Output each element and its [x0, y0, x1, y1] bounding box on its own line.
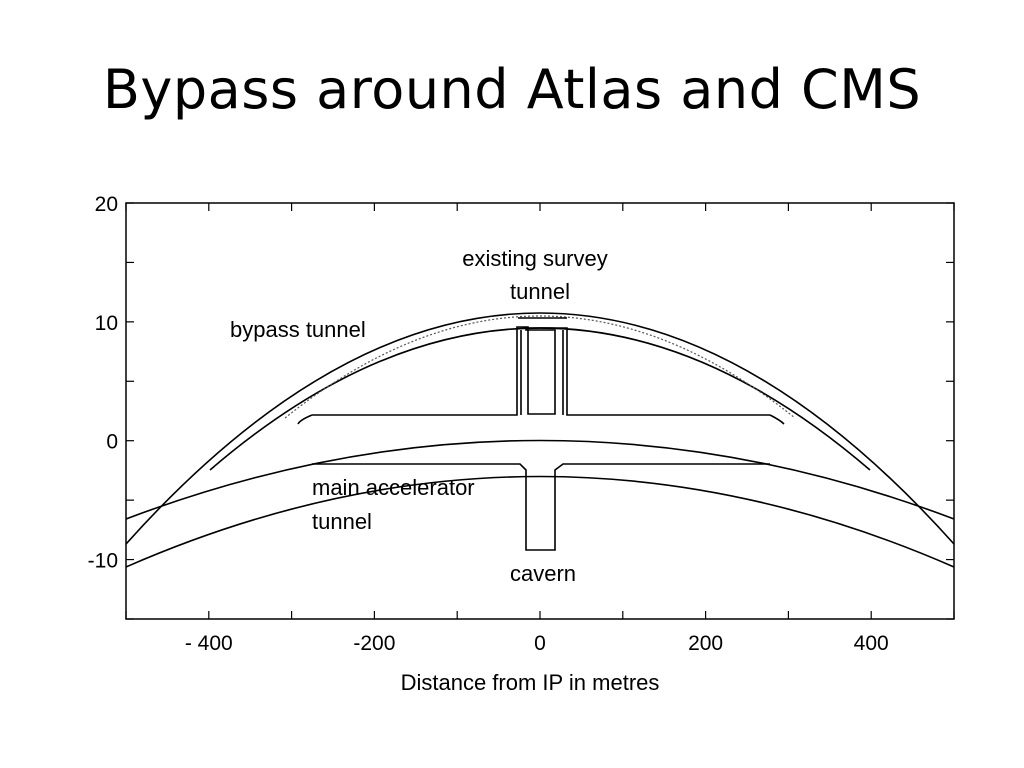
cavern-shaft-lower: [312, 463, 770, 551]
x-tick-label: 200: [688, 632, 723, 655]
label-bypass-tunnel: bypass tunnel: [230, 317, 366, 342]
existing-survey-tunnel-dotted: [284, 315, 796, 419]
label-cavern: cavern: [510, 561, 576, 586]
label-existing-survey-line1: existing survey: [462, 246, 608, 271]
bypass-tunnel-outer-wall: [125, 312, 955, 545]
cavern-structure: [297, 326, 785, 425]
cavern-structure-inner: [518, 317, 567, 415]
x-tick-label: 0: [534, 632, 546, 655]
y-tick-label: 20: [95, 193, 118, 216]
y-tick-label: 0: [106, 431, 118, 454]
label-existing-survey-line2: tunnel: [510, 279, 570, 304]
main-tunnel-upper-wall: [125, 439, 955, 520]
y-tick-label: 10: [95, 312, 118, 335]
slide-title: Bypass around Atlas and CMS: [102, 58, 922, 121]
label-main-accelerator-line1: main accelerator: [312, 475, 475, 500]
x-tick-label: -200: [353, 632, 395, 655]
label-main-accelerator-line2: tunnel: [312, 509, 372, 534]
x-tick-label: 400: [854, 632, 889, 655]
y-axis-ticks: 20 10 0 -10: [88, 193, 954, 620]
main-tunnel-lower-wall: [125, 475, 955, 568]
x-axis-label: Distance from IP in metres: [401, 670, 660, 695]
x-axis-ticks: - 400 -200 0 200 400: [125, 203, 955, 655]
y-tick-label: -10: [88, 550, 118, 573]
x-tick-label: - 400: [185, 632, 233, 655]
